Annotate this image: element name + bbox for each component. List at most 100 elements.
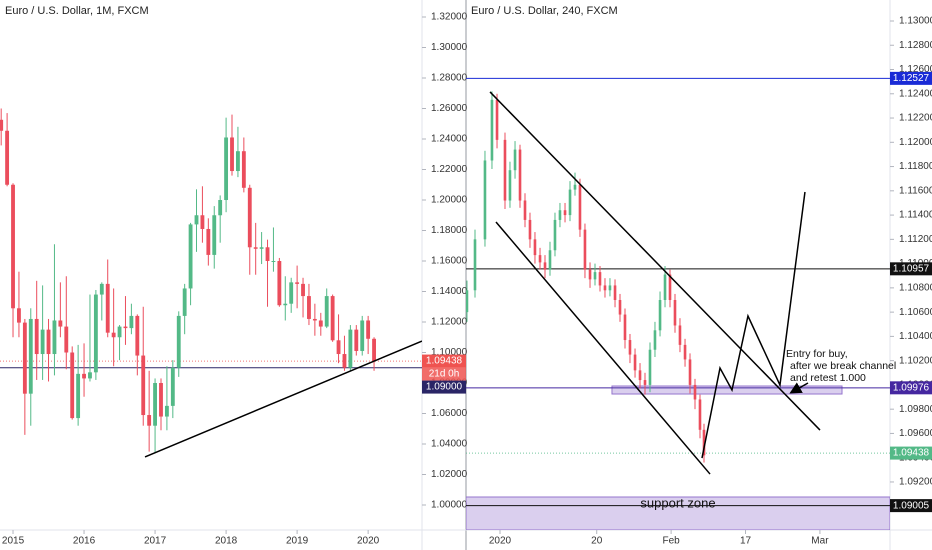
y-tick-label: 1.14000	[431, 286, 468, 297]
y-tick-label: 1.22000	[431, 164, 468, 175]
candle-body	[224, 137, 229, 201]
price-badge-text: 1.09438	[426, 356, 463, 367]
y-tick-label: 1.11600	[899, 185, 932, 196]
candle-body	[182, 288, 187, 316]
y-tick-label: 1.24000	[431, 134, 468, 145]
candle-body	[40, 329, 45, 355]
candle-body	[372, 338, 376, 362]
x-tick-label: 2016	[73, 536, 96, 547]
y-tick-label: 1.10200	[899, 355, 932, 366]
candle-body	[259, 247, 264, 249]
candle-body	[188, 224, 193, 289]
candle-body	[123, 326, 128, 329]
x-tick-label: 2020	[357, 536, 380, 547]
price-badge-text: 1.10957	[893, 263, 930, 274]
candle-body	[206, 228, 211, 255]
candle-body	[588, 269, 592, 280]
candle-body	[265, 247, 270, 262]
y-tick-label: 1.16000	[431, 256, 468, 267]
candle-body	[558, 210, 562, 220]
candle-body	[336, 340, 341, 355]
price-badge	[890, 381, 932, 395]
candle-body	[618, 299, 622, 315]
candle-body	[643, 380, 647, 385]
y-tick-label: 1.11800	[899, 161, 932, 172]
y-tick-label: 1.10600	[899, 307, 932, 318]
candle-body	[46, 329, 51, 355]
candle-body	[147, 415, 152, 426]
candle-body	[473, 239, 477, 291]
candle-body	[553, 219, 557, 251]
trend-line	[789, 382, 809, 394]
candle-body	[638, 370, 642, 381]
candle-body	[324, 296, 329, 327]
candle-body	[354, 329, 359, 351]
candle-body	[693, 384, 697, 400]
candle-body	[170, 367, 175, 406]
candle-body	[490, 99, 494, 161]
candle-body	[648, 349, 652, 385]
y-tick-label: 1.12400	[899, 88, 932, 99]
annotation: Entry for buy,	[786, 348, 848, 360]
price-badge	[890, 446, 932, 460]
candle-body	[653, 330, 657, 350]
x-tick-label: 2015	[2, 536, 25, 547]
price-badge	[890, 71, 932, 85]
candle-body	[64, 326, 69, 353]
candle-body	[598, 272, 602, 286]
candle-body	[633, 354, 637, 371]
y-tick-label: 1.12000	[899, 137, 932, 148]
y-tick-label: 1.11200	[899, 234, 932, 245]
x-tick-label: Feb	[663, 536, 681, 547]
zone	[466, 496, 890, 530]
candle-body	[698, 399, 702, 430]
candle-body	[307, 296, 311, 319]
y-tick-label: 1.10400	[899, 331, 932, 342]
candle-body	[117, 326, 122, 338]
price-badge-text: 1.12527	[893, 73, 930, 84]
candle-body	[194, 215, 199, 225]
candle-body	[218, 200, 223, 216]
candle-body	[318, 320, 323, 327]
y-tick-label: 1.12600	[899, 64, 932, 75]
candle-body	[683, 344, 687, 360]
candle-body	[212, 215, 217, 255]
candle-body	[164, 405, 169, 417]
candle-body	[99, 283, 104, 295]
candle-body	[330, 296, 335, 341]
y-tick-label: 1.02000	[431, 469, 468, 480]
candle-body	[58, 320, 63, 327]
candle-body	[623, 314, 627, 341]
candle-body	[88, 372, 92, 379]
candle-body	[483, 160, 487, 240]
candle-body	[366, 320, 371, 339]
candle-body	[153, 383, 157, 426]
trend-line	[489, 91, 821, 431]
x-tick-label: 20	[591, 536, 603, 547]
x-tick-label: 2019	[286, 536, 309, 547]
candle-body	[135, 315, 140, 356]
candle-body	[22, 322, 27, 394]
candle-body	[513, 149, 517, 171]
candle-body	[111, 332, 116, 338]
x-tick-label: 2020	[489, 536, 512, 547]
x-tick-label: 17	[740, 536, 752, 547]
x-tick-label: 2017	[144, 536, 167, 547]
y-tick-label: 1.18000	[431, 225, 468, 236]
candle-body	[5, 130, 10, 185]
candle-body	[668, 274, 672, 300]
candle-body	[236, 151, 240, 172]
candle-body	[11, 184, 15, 309]
candle-body	[159, 383, 163, 417]
y-tick-label: 1.10800	[899, 283, 932, 294]
candle-body	[271, 261, 276, 263]
y-tick-label: 1.00000	[431, 500, 468, 511]
candle-body	[105, 283, 110, 333]
candle-body	[673, 299, 677, 326]
candle-body	[573, 184, 577, 190]
candle-body	[176, 315, 181, 368]
x-tick-label: Mar	[811, 536, 829, 547]
candle-body	[702, 429, 706, 456]
y-tick-label: 1.12800	[899, 40, 932, 51]
